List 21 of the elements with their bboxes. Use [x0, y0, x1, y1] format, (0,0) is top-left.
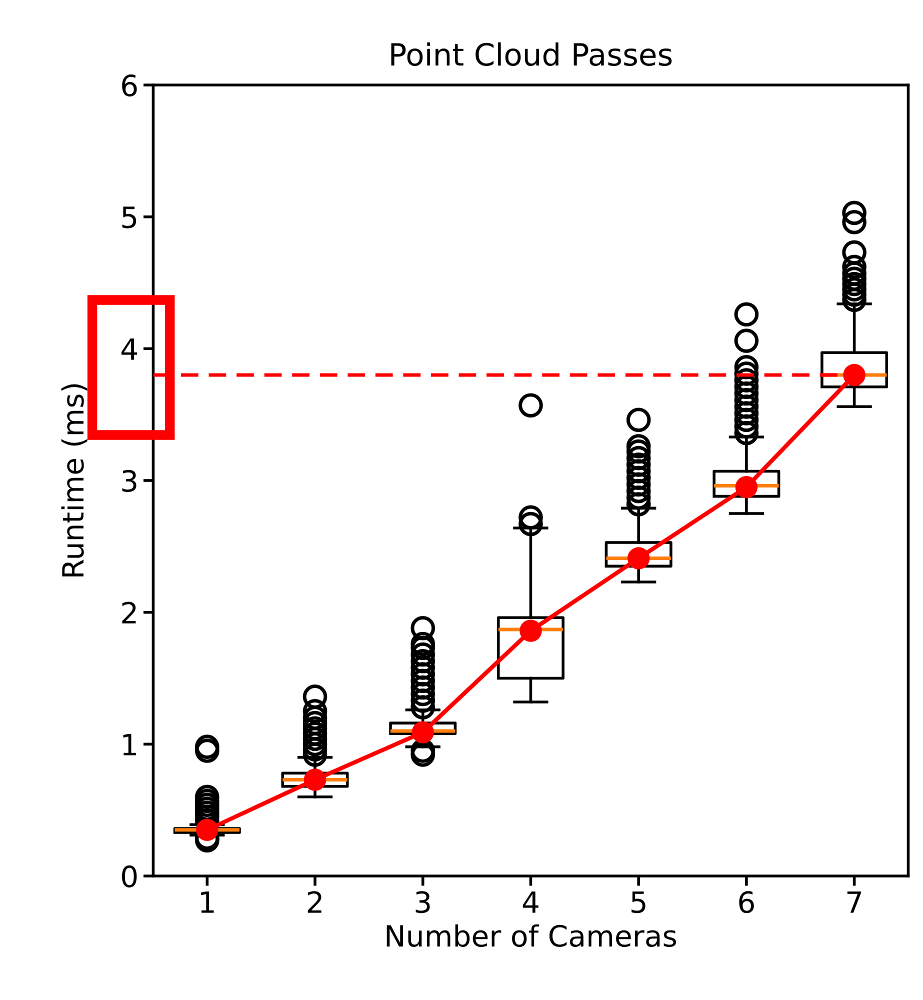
y-tick-label: 4 — [122, 338, 137, 360]
y-tick-label: 0 — [122, 865, 137, 888]
point — [304, 768, 326, 791]
y-tick-label: 1 — [123, 734, 136, 756]
y-tick-label: 3 — [122, 470, 136, 492]
x-tick-label: 1 — [201, 891, 214, 913]
y-axis-title: Runtime (ms) — [61, 384, 88, 576]
y-tick-label: 2 — [122, 602, 136, 624]
y-tick-label: 6 — [122, 74, 137, 96]
chart-title: Point Cloud Passes — [391, 42, 672, 66]
point — [196, 818, 218, 841]
x-tick-label: 6 — [739, 891, 754, 914]
point — [520, 620, 542, 642]
y-tick-label: 5 — [122, 206, 136, 228]
x-tick-label: 2 — [308, 891, 322, 913]
x-tick-label: 4 — [522, 891, 538, 913]
point — [412, 721, 434, 744]
x-tick-label: 7 — [847, 891, 862, 913]
x-tick-label: 5 — [632, 891, 646, 914]
x-tick-label: 3 — [416, 891, 430, 914]
x-axis-title: Number of Cameras — [386, 924, 676, 947]
